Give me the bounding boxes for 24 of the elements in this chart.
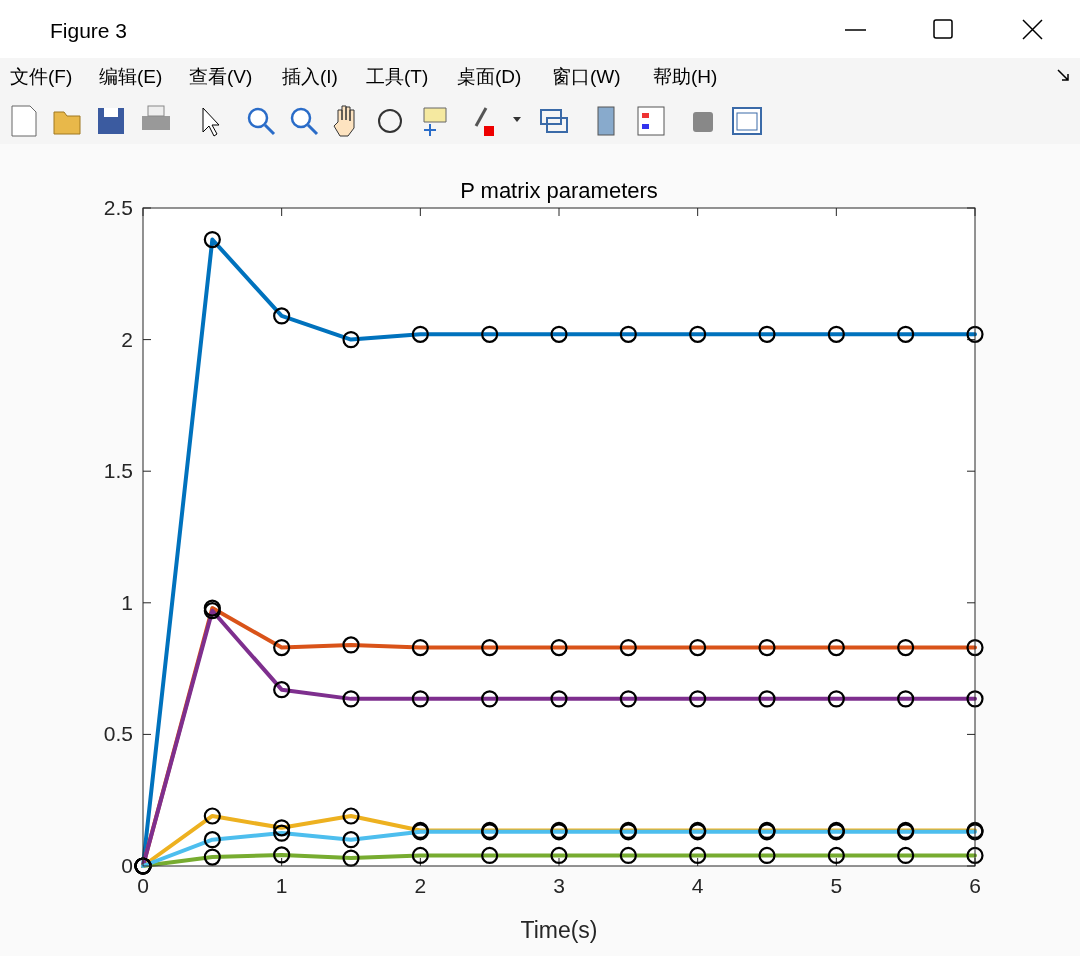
text: 工具(T) xyxy=(366,66,429,87)
x-tick-label: 5 xyxy=(830,874,843,897)
y-tick-label: 1 xyxy=(121,590,133,614)
y-tick-label: 2 xyxy=(121,327,133,351)
text: 窗口(W) xyxy=(552,66,621,87)
x-tick-label: 6 xyxy=(969,874,981,897)
text: 帮助(H) xyxy=(653,66,718,87)
x-tick-label: 0 xyxy=(137,874,149,897)
y-tick-label: 0 xyxy=(121,854,133,877)
text: 桌面(D) xyxy=(457,66,522,87)
y-tick-label: 1.5 xyxy=(103,459,133,483)
x-tick-label: 3 xyxy=(553,874,565,897)
text: 插入(I) xyxy=(282,66,338,87)
x-tick-label: 1 xyxy=(275,874,288,897)
y-tick-label: 2.5 xyxy=(103,196,133,219)
caption: Figure 3 xyxy=(50,19,128,42)
y-tick-label: 0.5 xyxy=(103,722,133,746)
x-tick-label: 2 xyxy=(414,874,427,897)
x-tick-label: 4 xyxy=(691,874,704,897)
text: 文件(F) xyxy=(10,66,73,87)
chart-title: P matrix parameters xyxy=(460,178,658,203)
text: 查看(V) xyxy=(189,66,253,87)
x-axis-title: Time(s) xyxy=(520,917,598,943)
text: 编辑(E) xyxy=(99,66,163,87)
